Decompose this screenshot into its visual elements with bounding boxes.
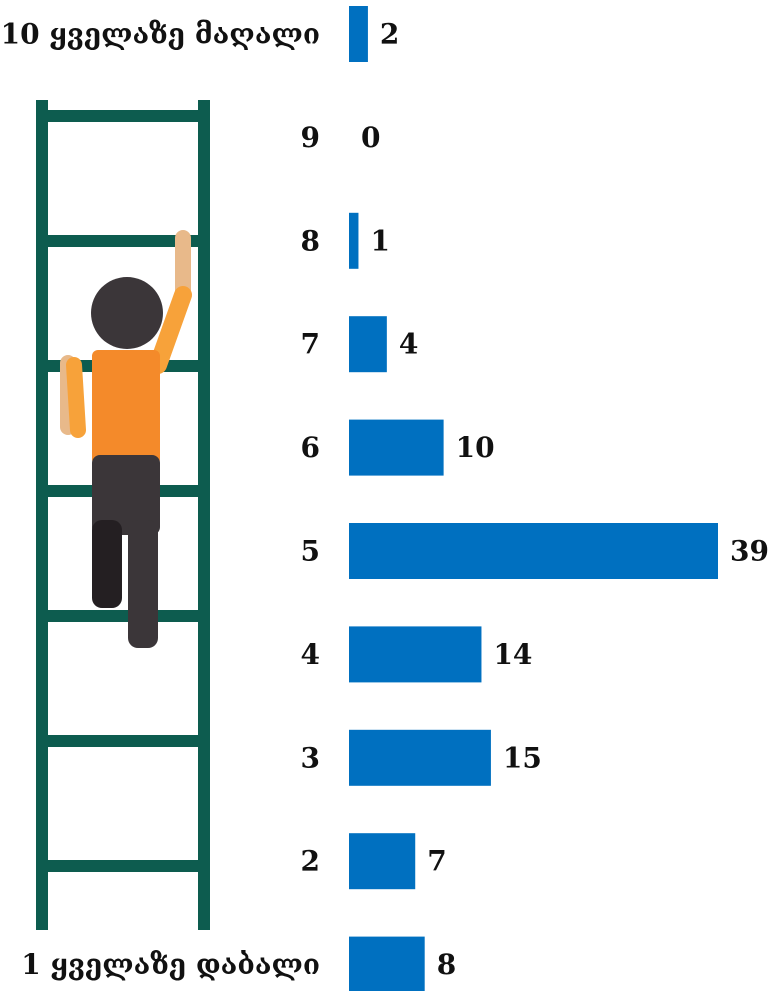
value-label: 0: [361, 121, 380, 154]
bar: [349, 523, 718, 579]
value-label: 15: [503, 741, 542, 774]
category-label: 6: [301, 431, 320, 464]
bar: [349, 212, 359, 269]
category-label: 5: [301, 535, 320, 568]
category-label: 1 ყველაზე დაბალი: [21, 948, 320, 981]
bar: [349, 316, 387, 373]
category-label: 2: [301, 845, 320, 878]
value-label: 1: [370, 224, 389, 257]
value-label: 2: [380, 18, 399, 51]
value-label: 4: [399, 328, 418, 361]
value-label: 8: [437, 948, 456, 981]
bar: [349, 626, 482, 683]
value-label: 14: [493, 638, 532, 671]
category-label: 10 ყველაზე მაღალი: [1, 18, 320, 51]
category-label: 8: [301, 224, 320, 257]
bar: [349, 833, 416, 890]
bar: [349, 419, 444, 476]
value-label: 7: [427, 845, 446, 878]
category-label: 9: [301, 121, 320, 154]
category-label: 7: [301, 328, 320, 361]
bar: [349, 936, 425, 991]
bar: [349, 729, 491, 786]
value-label: 39: [730, 535, 769, 568]
category-label: 4: [301, 638, 320, 671]
bar: [349, 6, 368, 62]
category-label: 3: [301, 741, 320, 774]
ladder-illustration: [36, 100, 210, 930]
value-label: 10: [456, 431, 495, 464]
